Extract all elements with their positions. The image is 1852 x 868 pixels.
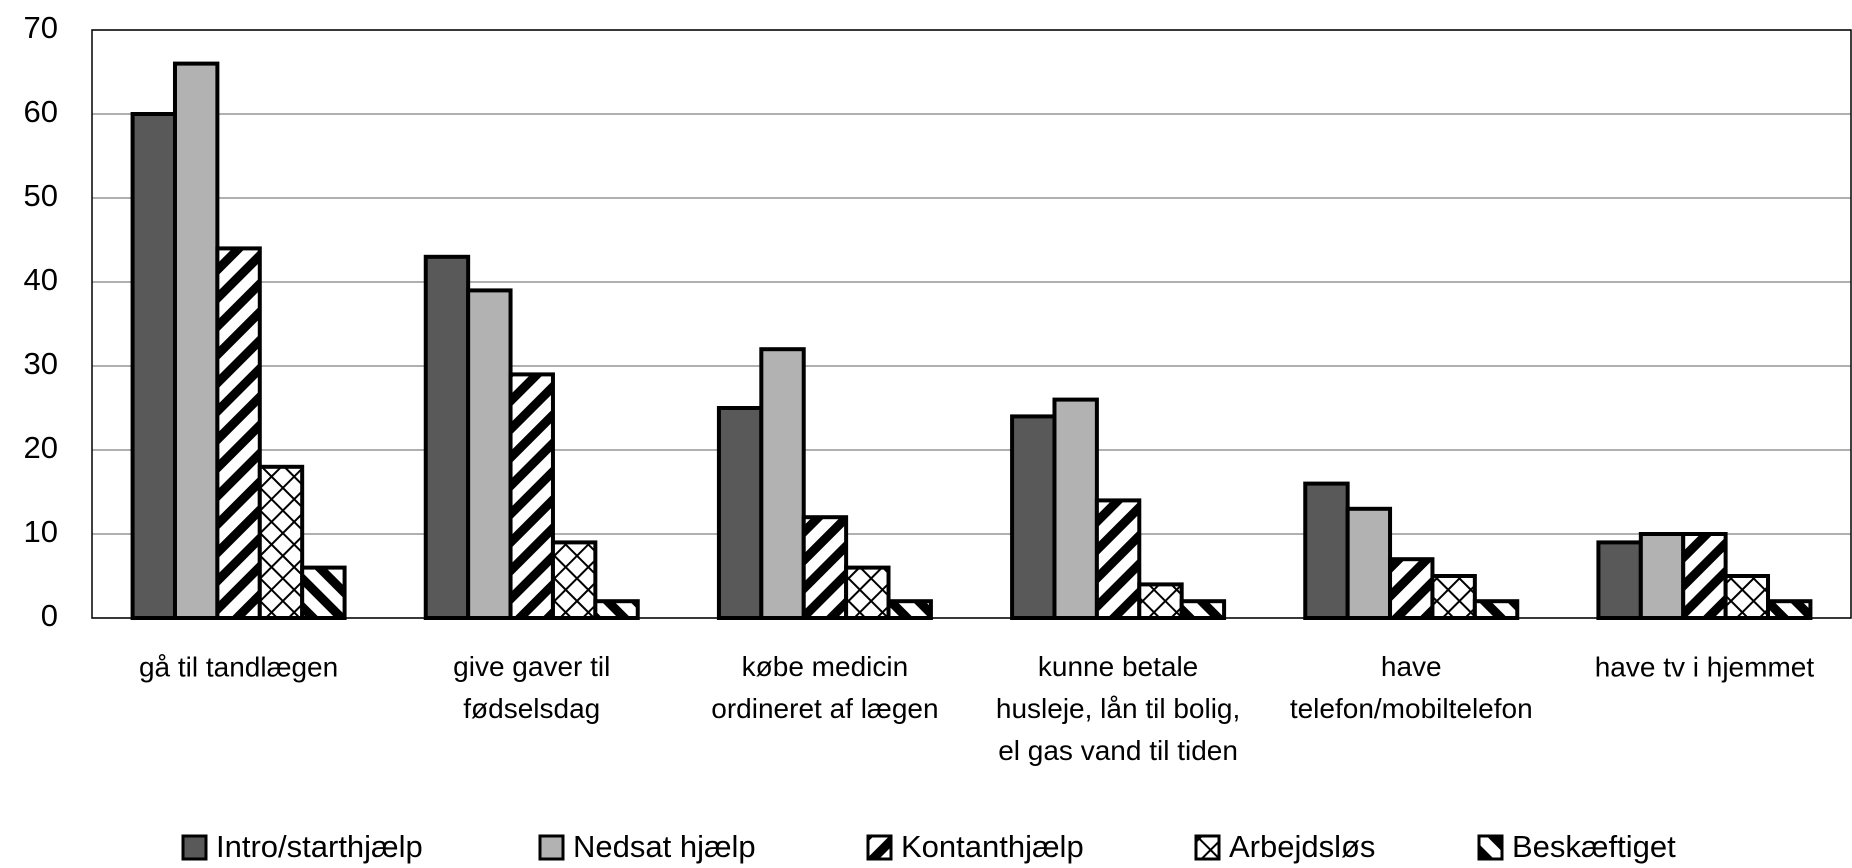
y-tick-label: 30: [24, 346, 58, 381]
y-tick-label: 60: [24, 94, 58, 129]
bar: [1010, 414, 1057, 620]
legend-swatch: [1194, 834, 1221, 861]
bar: [1388, 557, 1435, 621]
legend-swatch: [866, 834, 893, 861]
legend-label: Nedsat hjælp: [573, 829, 756, 864]
bar: [508, 372, 555, 620]
x-tick-label: kunne betale husleje, lån til bolig, el ga…: [996, 651, 1240, 766]
bar: [844, 565, 891, 620]
bar: [1137, 582, 1184, 621]
bar: [1681, 532, 1728, 620]
legend-swatch: [181, 834, 208, 861]
bar: [550, 540, 598, 621]
bar: [172, 61, 220, 621]
bar: [257, 464, 305, 620]
legend-label: Beskæftiget: [1512, 829, 1676, 864]
bar: [1345, 506, 1393, 620]
bar: [215, 246, 262, 620]
legend-swatch: [1477, 834, 1504, 861]
bar: [130, 112, 177, 620]
legend-label: Kontanthjælp: [901, 829, 1084, 864]
bar: [1179, 599, 1227, 621]
y-tick-label: 0: [41, 598, 58, 633]
x-tick-label: købe medicin ordineret af lægen: [711, 651, 938, 724]
bar: [801, 515, 849, 621]
bar: [1766, 599, 1813, 621]
bar: [1723, 574, 1771, 620]
bar: [1430, 574, 1477, 620]
bar: [1094, 498, 1142, 620]
bar: [593, 599, 640, 621]
bar: [1638, 532, 1686, 620]
bar: [716, 406, 764, 620]
bar: [300, 565, 347, 620]
bar: [1596, 540, 1643, 621]
y-tick-label: 20: [24, 430, 58, 465]
legend-label: Intro/starthjælp: [216, 829, 423, 864]
y-tick-label: 50: [24, 178, 58, 213]
y-tick-label: 10: [24, 514, 58, 549]
x-tick-label: have telefon/mobiltelefon: [1290, 651, 1533, 724]
y-tick-label: 40: [24, 262, 58, 297]
x-tick-label: give gaver til fødselsdag: [453, 651, 610, 724]
y-tick-label: 70: [24, 10, 58, 45]
bar: [423, 254, 471, 620]
bar: [886, 599, 933, 621]
bar: [466, 288, 513, 620]
legend-swatch: [538, 834, 565, 861]
x-tick-label: gå til tandlægen: [139, 651, 338, 682]
bar: [1303, 481, 1350, 620]
bar: [1472, 599, 1520, 621]
bar: [1052, 397, 1099, 620]
x-tick-label: have tv i hjemmet: [1595, 651, 1815, 682]
plot-border: [91, 29, 1852, 619]
bar: [759, 347, 806, 620]
legend-label: Arbejdsløs: [1229, 829, 1375, 864]
